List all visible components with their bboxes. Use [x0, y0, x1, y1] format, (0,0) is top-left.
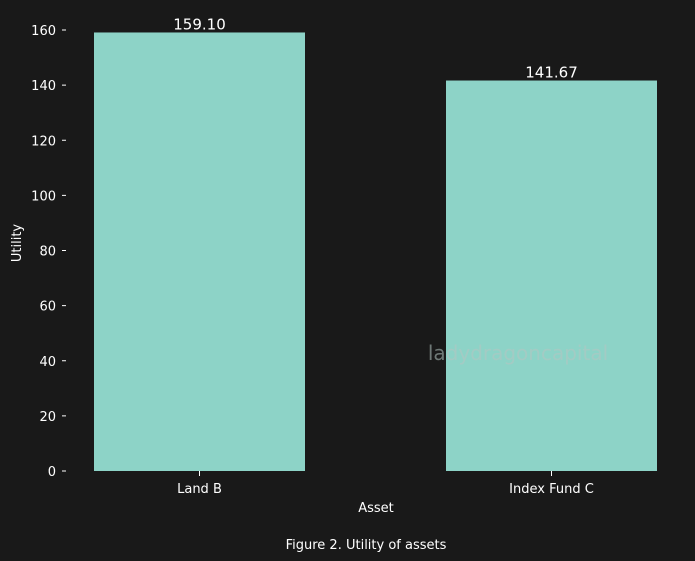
y-tick-label: 140 [31, 79, 56, 94]
y-axis-title: Utility [10, 224, 25, 263]
x-tick-label: Index Fund C [509, 482, 594, 497]
watermark: ladydragoncapital [428, 341, 608, 365]
bar [94, 32, 305, 472]
x-tick-label: Land B [177, 482, 222, 497]
y-tick-label: 60 [39, 300, 56, 315]
y-tick-label: 80 [39, 245, 56, 260]
figure-caption: Figure 2. Utility of assets [286, 538, 447, 553]
bar-value-label: 141.67 [525, 64, 578, 82]
bar-value-label: 159.10 [173, 15, 226, 33]
y-tick-label: 40 [39, 355, 56, 370]
data-labels: 159.10 141.67 [173, 15, 578, 81]
y-axis: 0 20 40 60 80 100 120 140 160 [31, 24, 66, 480]
y-tick-label: 120 [31, 134, 56, 149]
x-axis: Land B Index Fund C [177, 471, 594, 497]
y-tick-label: 160 [31, 24, 56, 39]
y-tick-label: 20 [39, 410, 56, 425]
bars [94, 32, 657, 472]
y-tick-label: 100 [31, 189, 56, 204]
bar [446, 80, 657, 471]
y-tick-label: 0 [48, 465, 56, 480]
x-axis-title: Asset [358, 501, 394, 516]
